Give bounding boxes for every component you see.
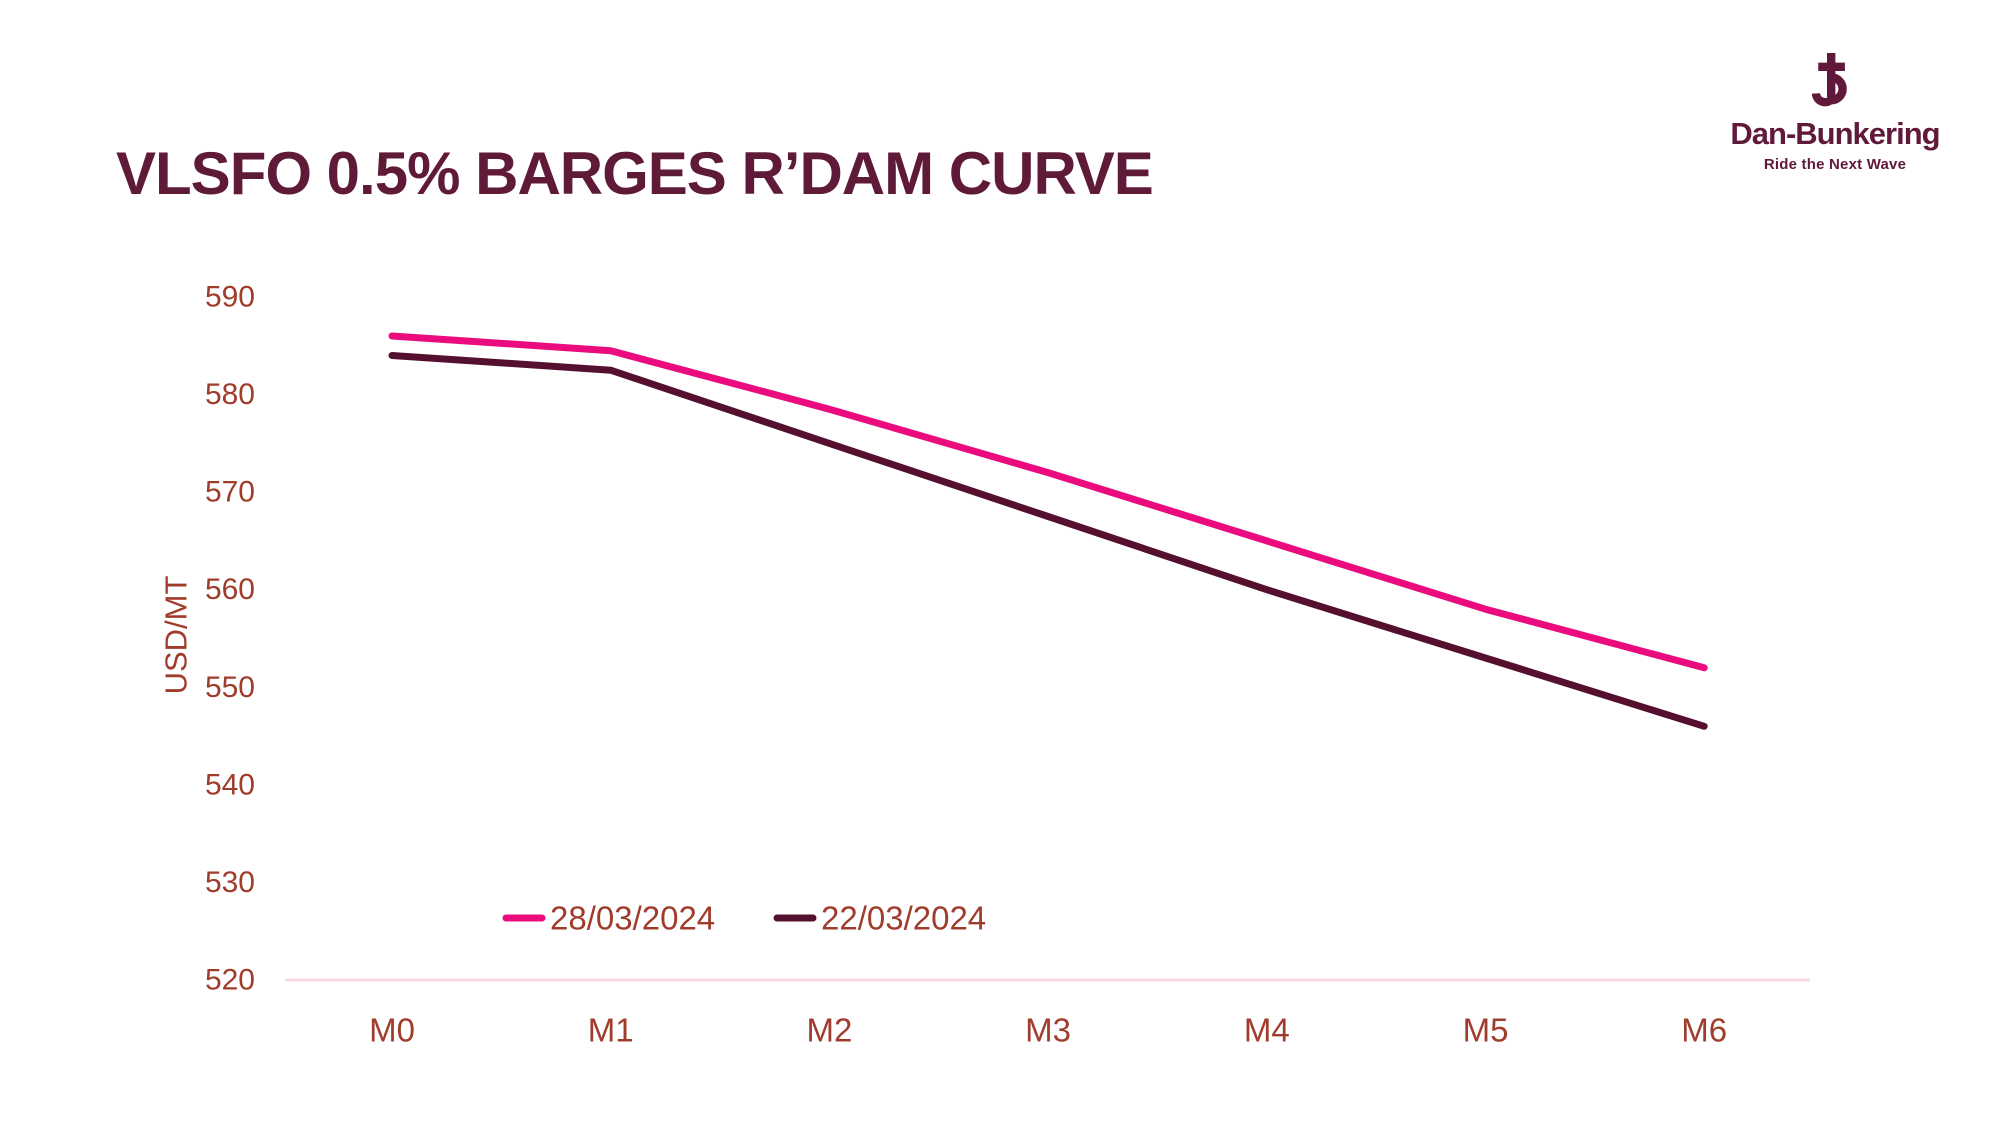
y-tick-label: 580 bbox=[205, 378, 255, 411]
y-tick-label: 550 bbox=[205, 671, 255, 704]
brand-name: Dan-Bunkering bbox=[1730, 116, 1940, 151]
brand-tagline: Ride the Next Wave bbox=[1763, 156, 1907, 173]
x-tick-label: M5 bbox=[1463, 1012, 1509, 1049]
x-tick-label: M4 bbox=[1244, 1012, 1290, 1049]
series-line-1 bbox=[388, 352, 1708, 730]
x-tick-label: M1 bbox=[588, 1012, 634, 1049]
y-tick-label: 590 bbox=[205, 281, 255, 314]
x-tick-label: M2 bbox=[806, 1012, 852, 1049]
x-tick-label: M6 bbox=[1681, 1012, 1727, 1049]
y-tick-label: 520 bbox=[205, 964, 255, 997]
page-title: VLSFO 0.5% BARGES R’DAM CURVE bbox=[116, 140, 1154, 207]
legend-label-1: 22/03/2024 bbox=[821, 900, 986, 937]
x-tick-label: M3 bbox=[1025, 1012, 1071, 1049]
x-tick-label: M0 bbox=[369, 1012, 415, 1049]
anchor-icon bbox=[1811, 50, 1858, 114]
y-tick-label: 540 bbox=[205, 768, 255, 801]
legend-label-0: 28/03/2024 bbox=[550, 900, 715, 937]
y-axis-title: USD/MT bbox=[159, 576, 194, 695]
y-tick-label: 530 bbox=[205, 866, 255, 899]
series-line-0 bbox=[388, 332, 1708, 672]
y-tick-label: 570 bbox=[205, 476, 255, 509]
brand-logo: Dan-Bunkering Ride the Next Wave bbox=[1730, 50, 1941, 173]
y-tick-label: 560 bbox=[205, 573, 255, 606]
